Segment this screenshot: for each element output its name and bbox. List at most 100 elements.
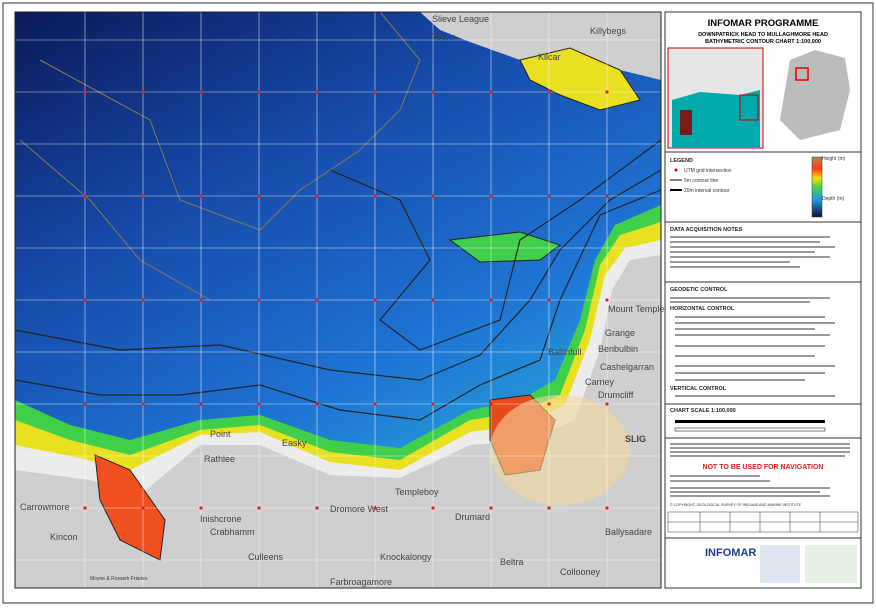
- map-border: [14, 11, 662, 589]
- grid-intersection: [489, 194, 493, 198]
- place-name: Collooney: [560, 567, 601, 577]
- place-name: Farbroagamore: [330, 577, 392, 587]
- section-title: GEODETIC CONTROL: [670, 287, 728, 293]
- panel-title: INFOMAR PROGRAMME: [708, 18, 819, 29]
- grid-intersection: [489, 402, 493, 406]
- legend-label: 20m interval contour: [684, 188, 730, 194]
- contours: [14, 139, 662, 421]
- deep-contours: [19, 11, 421, 301]
- legend-symbol: [674, 168, 678, 172]
- location-box: [795, 67, 809, 81]
- section-title: VERTICAL CONTROL: [670, 386, 727, 392]
- grid-intersection: [83, 298, 87, 302]
- revision-table: [667, 511, 859, 533]
- inset-sea: [672, 90, 760, 148]
- grid-intersection: [199, 402, 203, 406]
- grid-intersection: [199, 298, 203, 302]
- grid-intersection: [547, 90, 551, 94]
- north-shallows: [519, 47, 641, 111]
- grid-intersection: [257, 90, 261, 94]
- place-name: Culleens: [248, 552, 284, 562]
- grid-intersection: [489, 506, 493, 510]
- grid-intersection: [141, 506, 145, 510]
- place-name: Ballysadare: [605, 527, 652, 537]
- grid-intersection: [431, 90, 435, 94]
- land-south: [15, 255, 661, 588]
- grid-intersection: [83, 194, 87, 198]
- ridge: [448, 231, 562, 263]
- place-name: Knockalongy: [380, 552, 432, 562]
- place-name: Templeboy: [395, 487, 439, 497]
- control-text: [670, 297, 835, 397]
- grid-intersection: [489, 90, 493, 94]
- inset-frame: [739, 94, 759, 121]
- place-name: Crabhamm: [210, 527, 255, 537]
- place-name: Moyne & Rosserk Friaries: [90, 576, 148, 582]
- gsi-logo: [760, 545, 800, 583]
- grid-intersection: [373, 298, 377, 302]
- legend-title: LEGEND: [670, 158, 693, 164]
- grid-intersection: [315, 402, 319, 406]
- chart-name: BATHYMETRIC CONTOUR CHART 1:100,000: [705, 39, 821, 45]
- info-panel: INFOMAR PROGRAMME DOWNPATRICK HEAD TO MU…: [664, 11, 862, 589]
- place-name: Easky: [282, 438, 307, 448]
- grid-intersection: [83, 402, 87, 406]
- grid-intersection: [199, 90, 203, 94]
- grid-intersection: [83, 506, 87, 510]
- place-name: Kincon: [50, 532, 78, 542]
- grid-intersection: [199, 506, 203, 510]
- grid-intersection: [547, 402, 551, 406]
- grid-intersection: [141, 402, 145, 406]
- grid-intersection: [547, 506, 551, 510]
- legend-label: 5m contour line: [684, 178, 718, 184]
- grid-intersection: [141, 298, 145, 302]
- sand-flat: [490, 395, 630, 505]
- place-name: Point: [210, 429, 231, 439]
- place-name: Grange: [605, 328, 635, 338]
- grid-intersection: [605, 506, 609, 510]
- grid-intersection: [199, 194, 203, 198]
- place-name: Beltra: [500, 557, 524, 567]
- grid-intersection: [547, 298, 551, 302]
- grid-intersection: [315, 90, 319, 94]
- ireland-outline: [780, 50, 850, 140]
- place-name: Cashelgarran: [600, 362, 654, 372]
- grid-intersection: [431, 402, 435, 406]
- grid-intersection: [547, 194, 551, 198]
- section-title: HORIZONTAL CONTROL: [670, 306, 735, 312]
- grid-intersection: [605, 90, 609, 94]
- place-name: Drumcliff: [598, 390, 634, 400]
- legend-label: UTM grid intersection: [684, 168, 732, 174]
- grid-intersection: [605, 402, 609, 406]
- place-name: Dromore West: [330, 504, 388, 514]
- place-name: Inishcrone: [200, 514, 242, 524]
- grid-intersection: [315, 194, 319, 198]
- color-ramp: [811, 156, 823, 218]
- place-name: Drumard: [455, 512, 490, 522]
- place-name: Rathlee: [204, 454, 235, 464]
- grid-intersection: [431, 194, 435, 198]
- warning: NOT TO BE USED FOR NAVIGATION: [703, 464, 824, 471]
- map-frame: Slieve League Teelin Killybegs Kilcar Mo…: [14, 11, 664, 589]
- legend-depth: Depth (m): [822, 196, 845, 202]
- place-name: Benbulbin: [598, 344, 638, 354]
- legend-height: Height (m): [822, 156, 846, 162]
- place-name: Ballinfull: [548, 347, 582, 357]
- disclaimer-text: [670, 443, 850, 457]
- grid-intersection: [373, 90, 377, 94]
- grid-intersection: [83, 90, 87, 94]
- place-name: Teelin: [432, 32, 456, 42]
- scale-bar: [674, 420, 826, 432]
- place-name: Killybegs: [590, 26, 627, 36]
- section-title: DATA ACQUISITION NOTES: [670, 227, 742, 233]
- reference-text: [670, 475, 830, 497]
- grid-intersection: [257, 506, 261, 510]
- notes-text: [670, 236, 835, 268]
- land-north: [420, 12, 661, 80]
- dept-logo: [805, 545, 857, 583]
- grid-intersection: [605, 194, 609, 198]
- chart-scale: CHART SCALE 1:100,000: [670, 408, 736, 414]
- grid-intersection: [373, 506, 377, 510]
- grid-intersection: [489, 298, 493, 302]
